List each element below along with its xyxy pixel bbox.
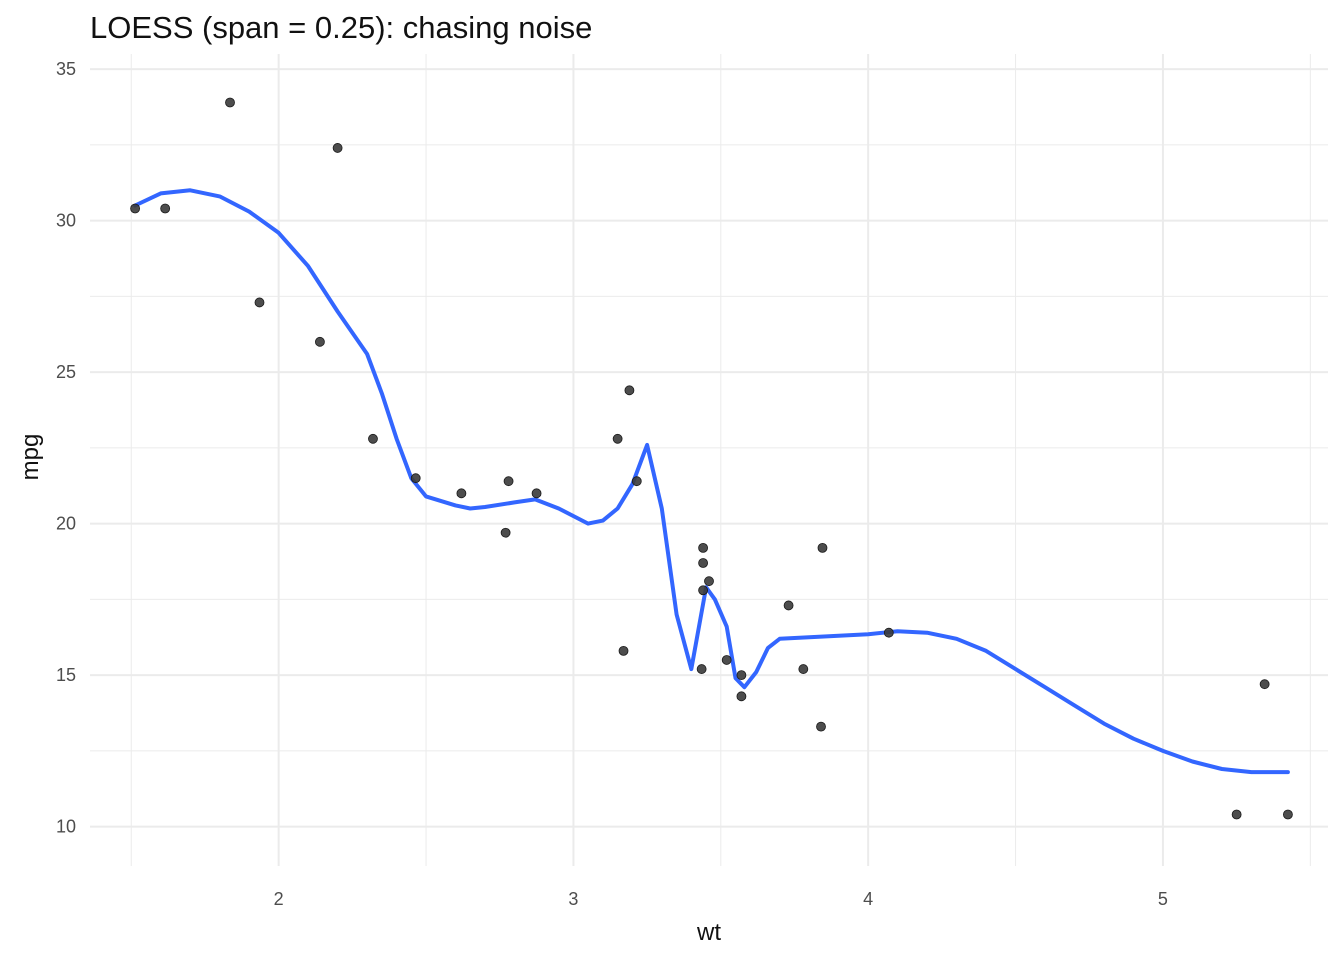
data-point — [500, 527, 511, 538]
data-point — [721, 655, 732, 665]
data-point — [698, 585, 709, 596]
x-tick-label: 3 — [568, 889, 578, 909]
y-tick-label: 35 — [56, 59, 76, 79]
data-point — [618, 645, 629, 656]
chart-title: LOESS (span = 0.25): chasing noise — [90, 10, 593, 45]
x-tick-label: 4 — [863, 889, 873, 909]
data-point — [315, 336, 325, 347]
x-axis-title: wt — [696, 919, 721, 946]
x-tick-label: 2 — [274, 889, 284, 909]
data-point — [624, 385, 635, 396]
minor-gridlines — [90, 54, 1328, 866]
data-point — [736, 691, 747, 702]
data-point — [696, 664, 707, 674]
loess-smooth-layer — [133, 188, 1290, 775]
major-gridlines — [90, 54, 1328, 866]
data-point — [816, 721, 826, 732]
data-point — [531, 488, 542, 499]
data-point — [130, 203, 140, 214]
data-point — [783, 600, 794, 611]
data-point — [368, 433, 378, 444]
data-point — [698, 542, 709, 553]
data-point — [736, 670, 747, 681]
loess-smooth-line — [133, 188, 1290, 775]
data-point — [612, 433, 623, 444]
data-point — [817, 542, 828, 553]
data-point — [1259, 679, 1270, 690]
data-point — [798, 664, 809, 674]
data-point — [1231, 809, 1242, 820]
data-points-layer — [130, 97, 1293, 820]
data-point — [883, 627, 894, 638]
x-axis-tick-labels: 2 3 4 5 — [274, 889, 1168, 909]
data-point — [410, 473, 421, 484]
y-axis-title: mpg — [17, 434, 44, 481]
data-point — [160, 203, 171, 214]
data-point — [1283, 809, 1293, 820]
y-tick-label: 25 — [56, 362, 76, 382]
y-tick-label: 20 — [56, 514, 76, 534]
y-axis-tick-labels: 10 15 20 25 30 35 — [56, 59, 76, 836]
data-point — [503, 476, 514, 487]
x-tick-label: 5 — [1158, 889, 1168, 909]
data-point — [225, 97, 235, 108]
data-point — [704, 576, 714, 587]
y-tick-label: 15 — [56, 665, 76, 685]
data-point — [254, 297, 265, 308]
data-point — [456, 488, 467, 499]
data-point — [631, 476, 642, 487]
y-tick-label: 30 — [56, 211, 76, 231]
y-tick-label: 10 — [56, 817, 76, 837]
data-point — [698, 558, 709, 568]
data-point — [332, 143, 343, 153]
